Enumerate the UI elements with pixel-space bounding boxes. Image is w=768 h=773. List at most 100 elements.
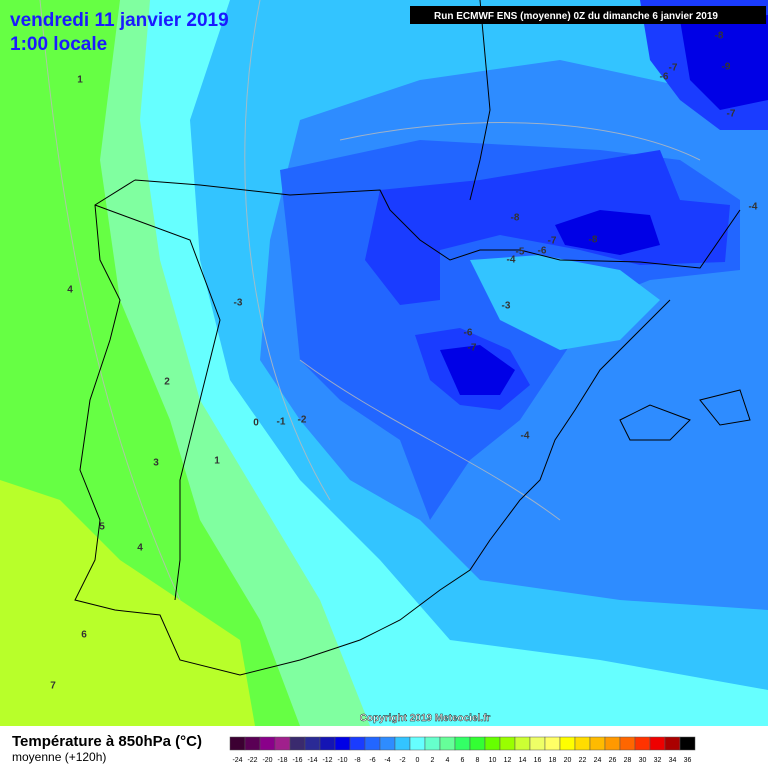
colorbar: -24 -22 -20 -18 -16 -14 -12 -10 -8 -6 -4 -2 0 2 4 6 8 10 1… [229,736,696,764]
colorbar-label: 30 [639,757,647,764]
contour-label: 6 [81,630,87,641]
colorbar-label: -2 [399,757,405,764]
contour-label: -7 [669,63,678,74]
contour-label: -3 [502,301,511,312]
colorbar-label: 16 [534,757,542,764]
colorbar-label: 14 [519,757,527,764]
colorbar-label: 4 [446,757,450,764]
color-swatch [394,736,411,751]
islands [619,389,751,441]
copyright: Copyright 2019 Meteociel.fr [360,713,491,724]
colorbar-label: 26 [609,757,617,764]
colorbar-label: 6 [461,757,465,764]
contour-label: -7 [548,236,557,247]
contour-label: -3 [234,298,243,309]
color-swatch [559,736,576,751]
color-swatch [574,736,591,751]
color-swatch [469,736,486,751]
colorbar-label: -24 [232,757,242,764]
color-swatch [679,736,696,751]
contour-label: -6 [660,72,669,83]
contour-label: -1 [277,417,286,428]
contour-label: -5 [516,247,525,258]
run-info: Run ECMWF ENS (moyenne) 0Z du dimanche 6… [434,11,718,22]
color-swatch [664,736,681,751]
color-swatch [259,736,276,751]
contour-label: 0 [253,418,259,429]
colorbar-label: 34 [669,757,677,764]
color-swatch [379,736,396,751]
colorbar-label: 0 [416,757,420,764]
color-swatch [514,736,531,751]
colorbar-label: -16 [292,757,302,764]
field-core [555,210,660,255]
color-swatch [604,736,621,751]
isotherms [39,0,701,601]
color-swatch [484,736,501,751]
colorbar-label: 2 [431,757,435,764]
colorbar-label: -12 [322,757,332,764]
color-swatch [499,736,516,751]
colorbar-label: 12 [504,757,512,764]
color-swatch [349,736,366,751]
color-swatch [364,736,381,751]
field-ne-core [680,15,768,110]
field-dark [365,150,730,305]
contour-label: -6 [464,328,473,339]
legend-title: Température à 850hPa (°C) [12,733,202,750]
contour-label: -4 [507,255,516,266]
borders [74,0,741,676]
contour-label: -7 [727,109,736,120]
contour-label: -6 [538,246,547,257]
field-lime [0,480,255,726]
contour-label: 7 [50,681,56,692]
color-swatch [229,736,246,751]
color-swatch [274,736,291,751]
contour-label: 5 [99,522,105,533]
colorbar-label: 24 [594,757,602,764]
legend-subtitle: moyenne (+120h) [12,750,106,764]
color-swatch [304,736,321,751]
colorbar-label: 36 [684,757,692,764]
contour-label: -2 [298,415,307,426]
time: 1:00 locale [10,34,107,55]
contour-label: -8 [715,31,724,42]
field-core2 [440,345,515,395]
color-swatch [634,736,651,751]
colorbar-label: 20 [564,757,572,764]
map [0,0,768,726]
colorbar-label: 28 [624,757,632,764]
color-swatch [649,736,666,751]
color-swatch [334,736,351,751]
contour-label: 1 [77,75,83,86]
field-warm-pocket [470,255,660,350]
contour-label: 2 [164,377,170,388]
colorbar-label: 22 [579,757,587,764]
color-swatch [244,736,261,751]
contour-label: -4 [521,431,530,442]
colorbar-label: -20 [262,757,272,764]
contour-label: -7 [468,343,477,354]
colorbar-label: -18 [277,757,287,764]
contour-label: -8 [589,235,598,246]
colorbar-label: -14 [307,757,317,764]
date: vendredi 11 janvier 2019 [10,10,229,31]
color-swatch [319,736,336,751]
contour-label: 4 [67,285,73,296]
contour-label: -9 [722,62,731,73]
colorbar-label: -10 [337,757,347,764]
colorbar-label: -22 [247,757,257,764]
color-swatch [589,736,606,751]
colorbar-label: -4 [384,757,390,764]
contour-label: 3 [153,458,159,469]
colorbar-label: -8 [354,757,360,764]
color-swatch [544,736,561,751]
color-swatch [409,736,426,751]
contour-label: -4 [749,202,758,213]
colorbar-label: -6 [369,757,375,764]
color-swatch [529,736,546,751]
colorbar-label: 8 [476,757,480,764]
colorbar-label: 18 [549,757,557,764]
contour-label: -8 [511,213,520,224]
colorbar-label: 32 [654,757,662,764]
